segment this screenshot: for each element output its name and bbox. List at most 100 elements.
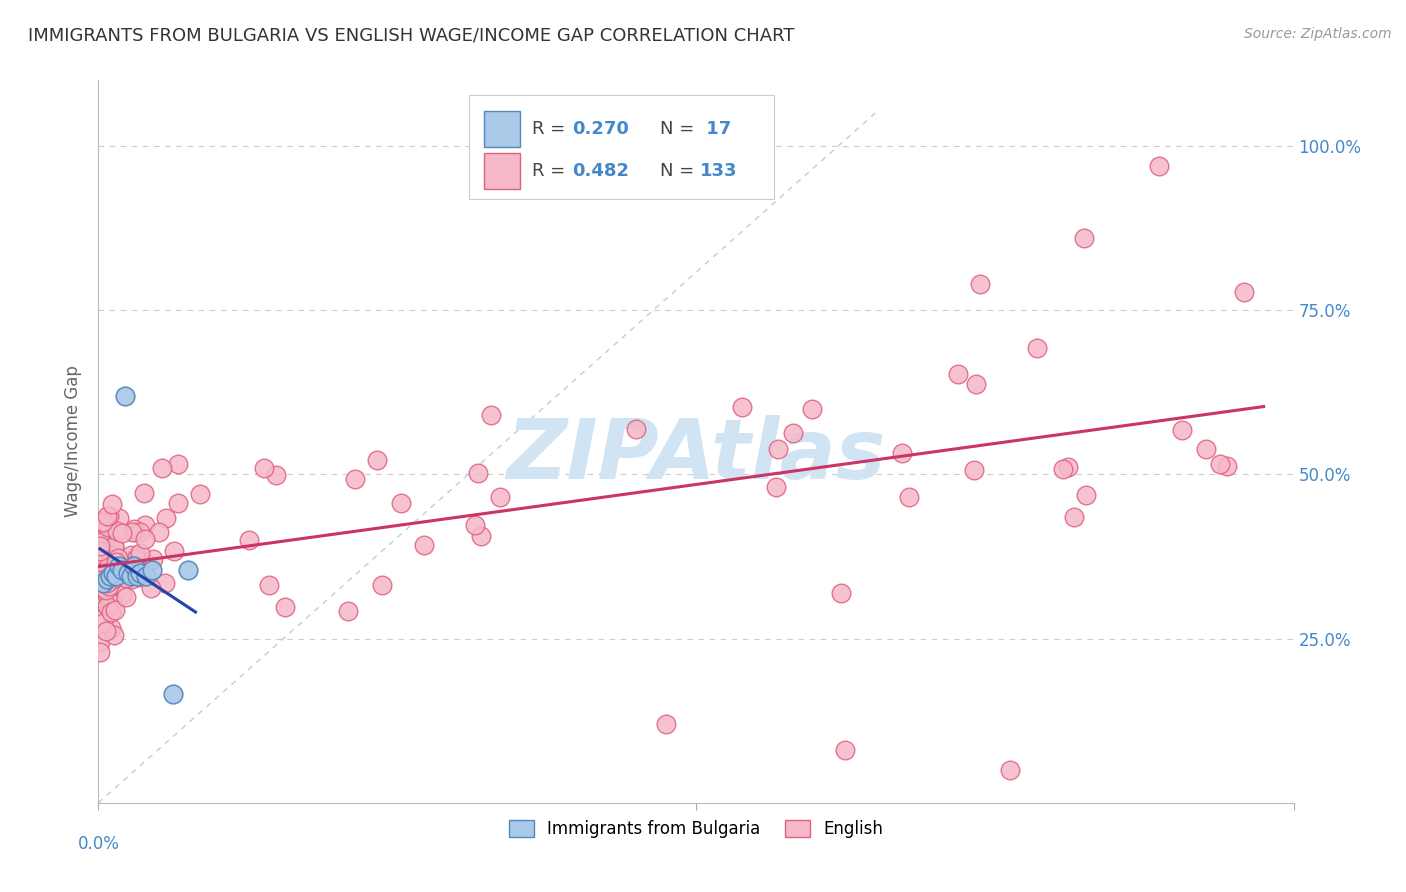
Text: N =: N = [661, 161, 700, 179]
Point [141, 563, 163, 577]
Point [107, 524, 129, 538]
Point [108, 560, 131, 574]
Point [97, 588, 120, 602]
Point [91, 566, 114, 580]
Point [98, 509, 121, 524]
Point [90, 571, 112, 585]
Point [121, 572, 143, 586]
Text: 133: 133 [700, 161, 737, 179]
Point [626, 422, 648, 436]
Text: ZIPAtlas: ZIPAtlas [506, 416, 886, 497]
FancyBboxPatch shape [485, 153, 520, 189]
Point [139, 582, 162, 596]
Point [479, 409, 502, 423]
Point [136, 557, 159, 571]
Point [101, 532, 124, 546]
Point [125, 549, 148, 563]
Point [253, 461, 276, 475]
Point [111, 525, 134, 540]
Point [93, 565, 115, 579]
Point [830, 585, 852, 599]
Point [103, 539, 125, 553]
Point [94, 541, 117, 555]
Text: 0.270: 0.270 [572, 120, 628, 137]
Point [103, 628, 125, 642]
Point [969, 277, 991, 291]
Point [167, 496, 190, 510]
Point [100, 621, 122, 635]
Point [489, 490, 512, 504]
Point [114, 388, 136, 402]
Point [105, 555, 128, 569]
Point [336, 604, 359, 618]
Point [89, 574, 111, 588]
Point [655, 717, 678, 731]
Point [464, 518, 486, 533]
Point [155, 511, 177, 525]
Point [93, 540, 115, 554]
Point [94, 566, 117, 580]
Point [100, 596, 122, 610]
Point [98, 579, 121, 593]
Point [97, 520, 120, 534]
Point [766, 442, 789, 457]
Point [96, 573, 118, 587]
Point [124, 524, 146, 539]
Point [142, 551, 165, 566]
Point [264, 467, 287, 482]
Point [962, 463, 984, 477]
Point [90, 535, 112, 549]
Point [134, 533, 156, 547]
Point [114, 591, 136, 605]
Point [96, 624, 118, 638]
Point [96, 599, 118, 613]
Point [104, 603, 127, 617]
Point [891, 446, 914, 460]
Point [134, 518, 156, 533]
Point [391, 496, 413, 510]
Point [107, 550, 129, 565]
Point [897, 490, 920, 504]
Point [97, 557, 120, 571]
Point [117, 566, 139, 580]
Legend: Immigrants from Bulgaria, English: Immigrants from Bulgaria, English [502, 814, 890, 845]
Point [89, 543, 111, 558]
Point [166, 457, 188, 471]
Point [90, 566, 112, 581]
Point [129, 570, 152, 584]
Point [91, 552, 114, 566]
Point [97, 600, 120, 615]
Point [96, 588, 118, 602]
Point [103, 540, 125, 554]
Point [150, 461, 173, 475]
Point [105, 569, 128, 583]
Point [412, 538, 434, 552]
Point [129, 566, 152, 580]
Point [91, 575, 114, 590]
Point [108, 555, 131, 569]
Point [257, 578, 280, 592]
Point [834, 743, 856, 757]
Point [103, 566, 125, 580]
Point [101, 558, 124, 572]
Point [163, 544, 186, 558]
Point [148, 524, 170, 539]
Point [100, 605, 122, 619]
Point [89, 591, 111, 606]
FancyBboxPatch shape [485, 111, 520, 147]
Text: 0.0%: 0.0% [77, 835, 120, 854]
Text: 0.482: 0.482 [572, 161, 628, 179]
Point [97, 548, 120, 562]
FancyBboxPatch shape [470, 95, 773, 200]
Point [120, 569, 142, 583]
Point [108, 559, 131, 574]
Point [1216, 458, 1239, 473]
Point [765, 480, 787, 494]
Point [111, 588, 134, 602]
Point [91, 515, 114, 529]
Point [1170, 423, 1192, 437]
Point [98, 549, 121, 564]
Point [129, 546, 152, 560]
Point [135, 569, 157, 583]
Point [111, 563, 134, 577]
